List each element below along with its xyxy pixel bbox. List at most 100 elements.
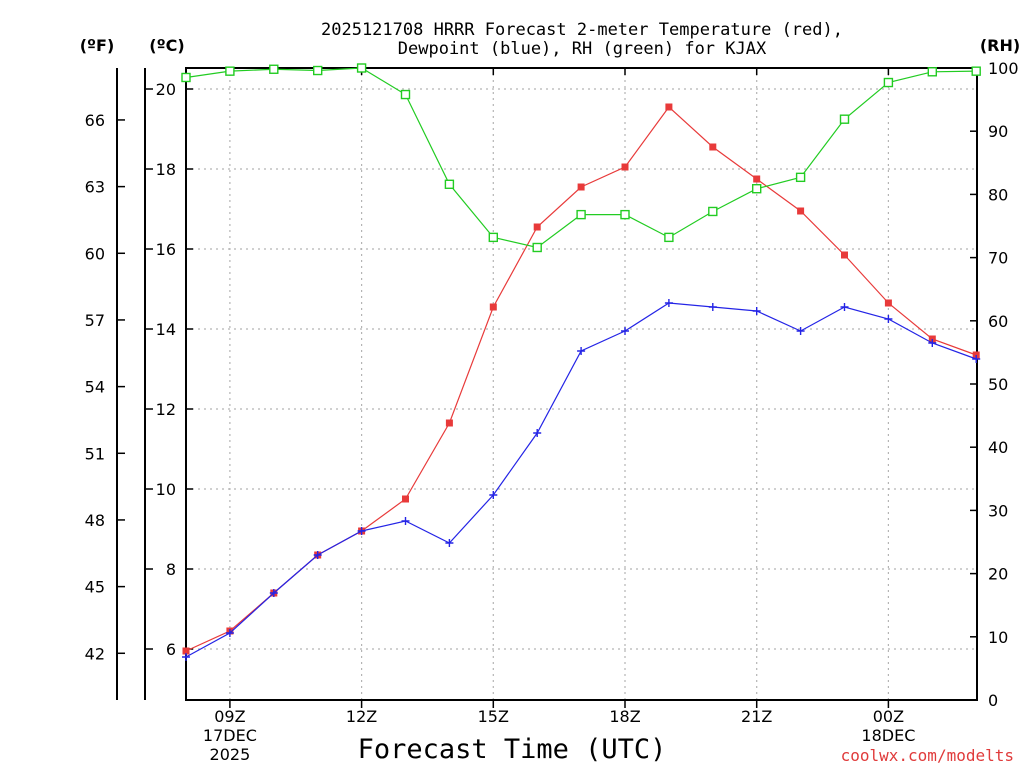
dewpoint-point [972,355,981,363]
temperature-point [709,143,717,151]
data-series [181,63,981,661]
rh-tick-label: 40 [988,438,1008,457]
time-tick-label: 00Z [873,707,904,726]
series-line [185,302,977,658]
rh-point [883,77,894,88]
time-tick-label: 21Z [741,707,772,726]
rh-tick-label: 90 [988,122,1008,141]
celsius-tick-label: 18 [156,160,176,179]
rh-point [400,89,411,100]
rh-unit-label: (RH) [980,36,1020,55]
series-rh [181,63,981,253]
temperature-point [182,647,190,655]
rh-point [576,209,586,220]
grid-lines [186,68,977,700]
dewpoint-point [357,527,366,535]
rh-point [444,179,455,189]
celsius-tick-label: 12 [156,400,176,419]
x-axis-title: Forecast Time (UTC) [358,734,667,765]
celsius-tick-label: 8 [166,560,176,579]
rh-tick-label: 60 [988,312,1008,331]
rh-point [752,184,762,194]
chart-title-line-2: Dewpoint (blue), RH (green) for KJAX [398,39,767,59]
celsius-tick-label: 16 [156,240,176,259]
dewpoint-point [269,589,278,597]
dewpoint-point [664,299,673,307]
temperature-point [884,299,892,307]
rh-point [839,114,850,124]
chart-title-line-1: 2025121708 HRRR Forecast 2-meter Tempera… [321,20,843,40]
celsius-tick-label: 10 [156,480,176,499]
dewpoint-point [577,347,586,355]
dewpoint-point [928,339,937,347]
rh-tick-label: 70 [988,249,1008,268]
dewpoint-point [313,551,322,559]
time-tick-label: 15Z [478,707,509,726]
rh-point [708,206,718,217]
temperature-point [621,163,629,171]
temperature-point [753,175,761,183]
fahrenheit-tick-label: 45 [85,578,105,597]
credit-text: coolwx.com/modelts [841,746,1014,765]
rh-tick-label: 80 [988,185,1008,204]
rh-tick-label: 10 [988,628,1008,647]
fahrenheit-tick-label: 63 [85,178,105,197]
dewpoint-point [708,303,717,311]
series-line [185,67,977,249]
fahrenheit-tick-label: 66 [85,111,105,130]
dewpoint-point [884,315,893,323]
temperature-point [533,223,541,231]
plot-frame [185,67,978,701]
celsius-tick-label: 20 [156,80,176,99]
rh-point [927,67,937,77]
series-dewpoint [182,299,981,661]
rh-point [181,72,191,83]
dewpoint-point [533,429,542,437]
rh-point [269,64,279,74]
fahrenheit-tick-label: 51 [85,444,105,463]
time-tick-label: 17DEC [203,726,257,745]
time-tick-label: 18Z [609,707,640,726]
fahrenheit-tick-label: 42 [85,644,105,663]
rh-point [971,66,981,76]
dewpoint-point [489,491,498,499]
time-tick-label: 18DEC [861,726,915,745]
time-tick-label: 09Z [214,707,245,726]
rh-tick-label: 20 [988,565,1008,584]
temperature-point [665,103,673,111]
celsius-tick-label: 6 [166,640,176,659]
dewpoint-point [840,303,849,311]
axes [116,67,978,701]
rh-tick-label: 0 [988,691,998,710]
temperature-point [841,251,848,259]
fahrenheit-tick-label: 54 [85,378,105,397]
time-tick-label: 12Z [346,707,377,726]
fahrenheit-unit-label: (ºF) [80,36,115,55]
rh-point [225,66,235,76]
rh-point [532,242,542,253]
rh-point [488,232,498,243]
series-2-meter-temperature [182,103,980,655]
dewpoint-point [796,327,805,335]
rh-point [795,172,806,183]
time-tick-label: 2025 [210,745,251,764]
temperature-point [489,303,497,311]
rh-point [664,232,674,243]
rh-point [356,63,367,73]
celsius-unit-label: (ºC) [149,36,184,55]
rh-tick-label: 50 [988,375,1008,394]
temperature-point [445,419,453,427]
temperature-point [797,207,805,215]
fahrenheit-tick-label: 48 [85,511,105,530]
dewpoint-point [445,539,454,547]
dewpoint-point [225,629,234,637]
dewpoint-point [752,307,761,315]
fahrenheit-axis: 42 45 48 51 54 57 60 63 66 [85,111,125,663]
temperature-point [577,183,585,191]
fahrenheit-tick-label: 60 [85,244,105,263]
temperature-point [402,495,409,503]
rh-point [620,209,630,220]
rh-point [313,65,323,76]
fahrenheit-tick-label: 57 [85,311,105,330]
